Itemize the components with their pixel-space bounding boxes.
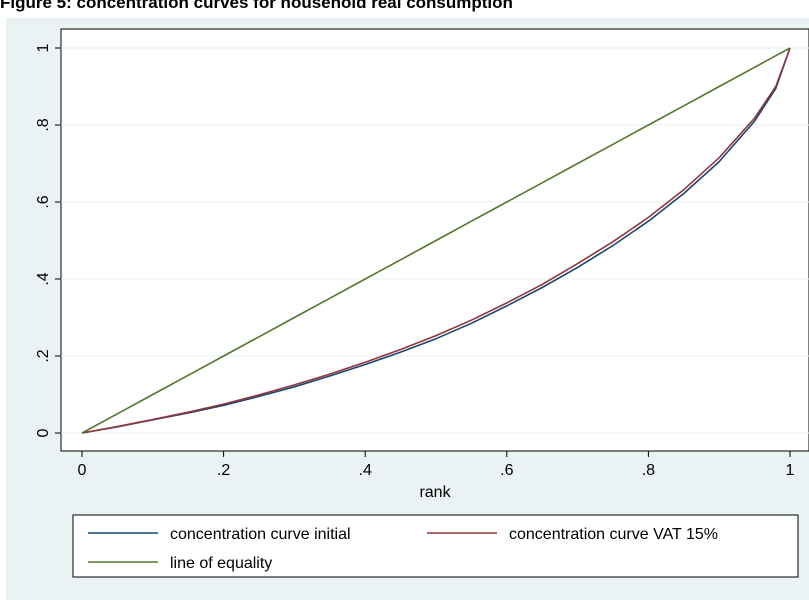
series-line-0: [81, 47, 791, 434]
y-tick-label-0: 0: [35, 428, 52, 437]
series-line-2: [81, 47, 791, 434]
x-tick-label-0: 0: [78, 462, 87, 479]
y-tick-label-2: .4: [35, 272, 52, 285]
x-tick-label-3: .6: [500, 462, 513, 479]
x-tick-label-2: .4: [359, 462, 372, 479]
y-tick-label-5: 1: [35, 43, 52, 52]
axes: 0 .2 .4 .6 .8 1 0 .2 .4 .6 .8 1: [35, 43, 795, 479]
plot-area: [60, 28, 809, 452]
legend: concentration curve initial concentration…: [88, 526, 718, 572]
legend-box: [72, 514, 799, 578]
x-tick-label-1: .2: [217, 462, 230, 479]
x-axis-label: rank: [419, 484, 451, 501]
legend-label-0: concentration curve initial: [170, 526, 351, 543]
legend-label-1: concentration curve VAT 15%: [509, 526, 718, 543]
x-tick-label-5: 1: [786, 462, 795, 479]
y-tick-label-3: .6: [35, 195, 52, 208]
figure-title: Figure 5: concentration curves for house…: [0, 0, 513, 12]
legend-label-2: line of equality: [170, 555, 272, 572]
y-tick-label-4: .8: [35, 118, 52, 131]
series-group: [81, 47, 791, 434]
gridlines: [61, 47, 809, 434]
series-line-1: [81, 47, 791, 434]
x-tick-label-4: .8: [642, 462, 655, 479]
y-tick-label-1: .2: [35, 349, 52, 362]
